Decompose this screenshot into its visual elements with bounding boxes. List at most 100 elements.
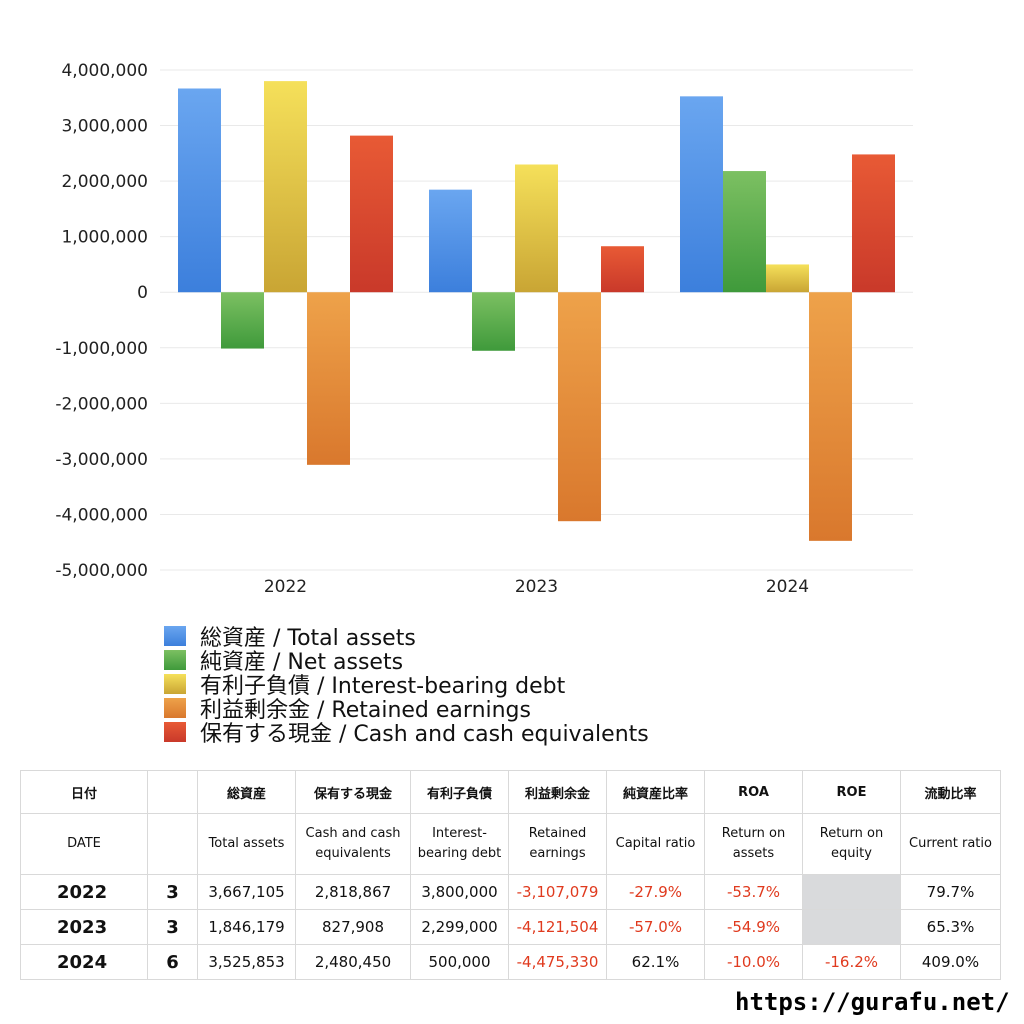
x-tick-label: 2023: [515, 577, 558, 597]
bar-total-assets-2023: [429, 189, 472, 293]
cell-total-assets: 3,525,853: [197, 944, 296, 980]
legend-label: 純資産 / Net assets: [200, 650, 404, 675]
bar-cash-and-cash-equivalents-2022: [350, 135, 393, 293]
header-debt-jp: 有利子負債: [410, 770, 509, 814]
footer-url: https://gurafu.net/: [735, 988, 1010, 1016]
header-total-assets-en: Total assets: [197, 813, 296, 875]
cell-cash: 2,818,867: [295, 874, 411, 910]
legend-swatch: [164, 650, 186, 670]
cell-retained: -4,121,504: [508, 909, 607, 945]
bar-chart: 4,000,000 3,000,000 2,000,000 1,000,000 0 -1,…: [55, 61, 913, 597]
header-debt-en: Interest-bearing debt: [410, 813, 509, 875]
y-tick-label: -2,000,000: [55, 394, 148, 414]
header-roe-jp: ROE: [802, 770, 901, 814]
cell-current-ratio: 409.0%: [900, 944, 1001, 980]
y-tick-label: -5,000,000: [55, 561, 148, 581]
cell-month: 6: [147, 944, 198, 980]
bar-interest-bearing-debt-2023: [515, 164, 558, 293]
cell-roe: -16.2%: [802, 944, 901, 980]
cell-month: 3: [147, 874, 198, 910]
cell-roa: -53.7%: [704, 874, 803, 910]
y-axis-ticks: 4,000,000 3,000,000 2,000,000 1,000,000 0 -1,…: [55, 61, 148, 581]
y-tick-label: 0: [137, 283, 148, 303]
cell-roe: [802, 874, 901, 910]
bar-retained-earnings-2024: [809, 292, 852, 541]
legend-swatch: [164, 722, 186, 742]
legend-swatch: [164, 674, 186, 694]
y-tick-label: 2,000,000: [61, 172, 148, 192]
y-tick-label: -3,000,000: [55, 450, 148, 470]
x-tick-label: 2024: [766, 577, 809, 597]
legend-item-interest-bearing-debt: 有利子負債 / Interest-bearing debt: [164, 672, 649, 699]
legend-swatch: [164, 626, 186, 646]
cell-year: 2024: [20, 944, 148, 980]
header-date-en: DATE: [20, 813, 148, 875]
cell-debt: 2,299,000: [410, 909, 509, 945]
legend-item-retained-earnings: 利益剰余金 / Retained earnings: [164, 696, 649, 723]
bar-retained-earnings-2023: [558, 292, 601, 522]
bar-cash-and-cash-equivalents-2023: [601, 246, 644, 293]
bar-interest-bearing-debt-2022: [264, 81, 307, 293]
y-tick-label: 3,000,000: [61, 117, 148, 137]
header-retained-jp: 利益剰余金: [508, 770, 607, 814]
cell-capital-ratio: -57.0%: [606, 909, 705, 945]
table-header-jp: 日付 総資産 保有する現金 有利子負債 利益剰余金 純資産比率 ROA ROE …: [20, 770, 1001, 814]
x-axis-ticks: 2022 2023 2024: [264, 577, 809, 597]
y-tick-label: 1,000,000: [61, 228, 148, 248]
table-row: 2023 3 1,846,179 827,908 2,299,000 -4,12…: [20, 909, 1001, 945]
chart-legend: 総資産 / Total assets 純資産 / Net assets 有利子負…: [164, 624, 649, 747]
bars: [178, 81, 895, 541]
bar-retained-earnings-2022: [307, 292, 350, 465]
cell-roa: -10.0%: [704, 944, 803, 980]
legend-label: 利益剰余金 / Retained earnings: [200, 698, 531, 723]
cell-current-ratio: 65.3%: [900, 909, 1001, 945]
header-total-assets-jp: 総資産: [197, 770, 296, 814]
cell-total-assets: 3,667,105: [197, 874, 296, 910]
header-month-jp: [147, 770, 198, 814]
header-date-jp: 日付: [20, 770, 148, 814]
header-current-ratio-en: Current ratio: [900, 813, 1001, 875]
cell-year: 2022: [20, 874, 148, 910]
cell-year: 2023: [20, 909, 148, 945]
legend-swatch: [164, 698, 186, 718]
bar-interest-bearing-debt-2024: [766, 264, 809, 293]
header-capital-ratio-en: Capital ratio: [606, 813, 705, 875]
header-month-en: [147, 813, 198, 875]
cell-month: 3: [147, 909, 198, 945]
table-row: 2024 6 3,525,853 2,480,450 500,000 -4,47…: [20, 944, 1001, 980]
legend-label: 総資産 / Total assets: [200, 626, 416, 651]
cell-retained: -4,475,330: [508, 944, 607, 980]
legend-label: 有利子負債 / Interest-bearing debt: [200, 674, 566, 699]
cell-retained: -3,107,079: [508, 874, 607, 910]
header-roe-en: Return on equity: [802, 813, 901, 875]
y-tick-label: -1,000,000: [55, 339, 148, 359]
legend-item-total-assets: 総資産 / Total assets: [164, 624, 649, 651]
legend-label: 保有する現金 / Cash and cash equivalents: [200, 722, 649, 747]
cell-total-assets: 1,846,179: [197, 909, 296, 945]
header-retained-en: Retained earnings: [508, 813, 607, 875]
bar-net-assets-2022: [221, 292, 264, 349]
cell-debt: 3,800,000: [410, 874, 509, 910]
bar-total-assets-2024: [680, 96, 723, 293]
header-current-ratio-jp: 流動比率: [900, 770, 1001, 814]
header-roa-en: Return on assets: [704, 813, 803, 875]
table-row: 2022 3 3,667,105 2,818,867 3,800,000 -3,…: [20, 874, 1001, 910]
cell-current-ratio: 79.7%: [900, 874, 1001, 910]
y-tick-label: 4,000,000: [61, 61, 148, 81]
financial-table: 日付 総資産 保有する現金 有利子負債 利益剰余金 純資産比率 ROA ROE …: [20, 770, 1001, 980]
bar-cash-and-cash-equivalents-2024: [852, 154, 895, 293]
y-tick-label: -4,000,000: [55, 505, 148, 525]
bar-net-assets-2024: [723, 171, 766, 293]
bar-total-assets-2022: [178, 88, 221, 293]
legend-item-cash: 保有する現金 / Cash and cash equivalents: [164, 720, 649, 747]
bar-net-assets-2023: [472, 292, 515, 351]
table-header-en: DATE Total assets Cash and cash equivale…: [20, 813, 1001, 875]
cell-cash: 827,908: [295, 909, 411, 945]
cell-roa: -54.9%: [704, 909, 803, 945]
header-cash-jp: 保有する現金: [295, 770, 411, 814]
cell-capital-ratio: -27.9%: [606, 874, 705, 910]
header-roa-jp: ROA: [704, 770, 803, 814]
legend-item-net-assets: 純資産 / Net assets: [164, 648, 649, 675]
cell-roe: [802, 909, 901, 945]
cell-debt: 500,000: [410, 944, 509, 980]
